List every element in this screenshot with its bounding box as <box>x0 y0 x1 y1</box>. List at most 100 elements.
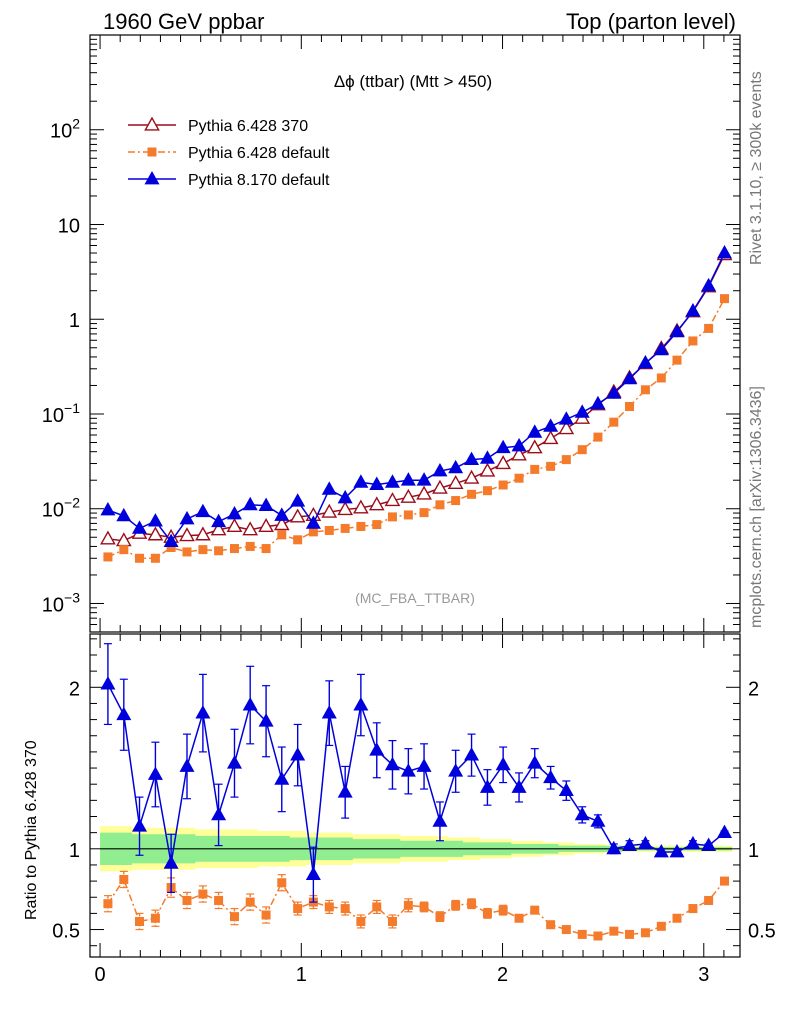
ratio-point-p6_default <box>720 876 730 886</box>
main-point-p6_default <box>482 486 492 496</box>
main-point-p8 <box>163 533 179 547</box>
main-point-p6_370 <box>511 446 527 461</box>
ratio-y-axis-label: Ratio to Pythia 6.428 370 <box>23 740 40 920</box>
main-point-p8 <box>416 472 432 486</box>
ratio-x-tick-label: 0 <box>94 964 105 986</box>
main-point-p8 <box>290 493 306 507</box>
main-y-tick-label: 10−2 <box>42 495 80 522</box>
legend-label-p6_370: Pythia 6.428 370 <box>188 118 308 135</box>
main-point-p6_default <box>277 530 287 540</box>
main-point-p8 <box>400 472 416 486</box>
ratio-point-p6_default <box>672 913 682 923</box>
main-point-p8 <box>495 439 511 454</box>
ratio-point-p8 <box>558 782 574 797</box>
main-point-p6_370 <box>210 521 227 536</box>
main-point-p6_370 <box>400 488 417 503</box>
ratio-y-tick-label: 2 <box>69 678 80 700</box>
main-point-p8 <box>543 418 559 432</box>
main-point-p6_370 <box>353 499 369 514</box>
ratio-point-p8 <box>432 813 448 827</box>
ratio-point-p6_default <box>293 904 303 914</box>
main-point-p8 <box>337 489 353 504</box>
main-point-p6_default <box>593 432 603 442</box>
main-point-p6_default <box>261 544 271 554</box>
ratio-point-p8 <box>384 756 400 771</box>
ratio-point-p6_default <box>609 926 619 936</box>
ratio-point-p6_default <box>514 913 524 923</box>
ratio-point-p6_default <box>277 878 287 888</box>
ratio-point-p6_default <box>150 913 160 923</box>
main-point-p8 <box>195 503 211 518</box>
main-point-p8 <box>258 497 274 511</box>
main-point-p8 <box>147 513 163 527</box>
main-point-p8 <box>321 481 337 495</box>
main-point-p8 <box>717 244 733 259</box>
ratio-point-p6_default <box>704 895 714 905</box>
main-point-p6_370 <box>558 420 575 435</box>
ratio-point-p6_default <box>261 910 271 920</box>
ratio-point-p6_default <box>435 912 445 922</box>
watermark: (MC_FBA_TTBAR) <box>355 590 475 606</box>
side-label-mcplots: mcplots.cern.ch [arXiv:1306.3436] <box>748 386 765 628</box>
ratio-point-p8 <box>574 806 590 821</box>
ratio-point-p6_default <box>245 897 255 907</box>
main-point-p6_default <box>530 464 540 474</box>
main-point-p8 <box>669 323 685 338</box>
main-point-p6_default <box>150 553 160 563</box>
main-point-p8 <box>653 341 669 356</box>
legend-marker-p8 <box>144 170 160 185</box>
main-point-p6_default <box>387 512 397 522</box>
main-point-p6_default <box>609 417 619 427</box>
main-point-p6_default <box>293 535 303 545</box>
legend-label-p6_default: Pythia 6.428 default <box>188 145 330 162</box>
ratio-point-p8 <box>701 837 717 851</box>
ratio-point-p6_default <box>356 916 366 926</box>
main-point-p8 <box>274 507 290 521</box>
ratio-y-tick-label-right: 2 <box>748 678 759 700</box>
ratio-point-p6_default <box>229 912 239 922</box>
ratio-point-p8 <box>606 840 622 855</box>
ratio-point-p6_default <box>593 931 603 941</box>
header-left: 1960 GeV ppbar <box>103 9 264 34</box>
main-point-p6_default <box>704 323 714 333</box>
ratio-point-p8 <box>479 779 495 793</box>
main-point-p8 <box>305 515 321 529</box>
main-point-p6_default <box>403 510 413 520</box>
ratio-point-p8 <box>590 813 606 827</box>
main-point-p8 <box>574 404 590 418</box>
main-point-p6_default <box>198 545 208 555</box>
ratio-point-p6_default <box>403 900 413 910</box>
ratio-point-p8 <box>274 771 290 785</box>
main-point-p6_default <box>435 500 445 510</box>
ratio-point-p8 <box>653 844 669 858</box>
main-y-tick-label: 1 <box>69 310 80 332</box>
main-y-tick-label: 10−3 <box>42 589 80 616</box>
main-point-p8 <box>527 424 543 438</box>
ratio-point-p6_default <box>419 902 429 912</box>
main-point-p6_default <box>625 401 635 411</box>
main-point-p6_370 <box>242 521 259 536</box>
main-series-line-p8 <box>107 252 726 543</box>
main-point-p8 <box>242 496 258 511</box>
ratio-point-p8 <box>353 697 369 711</box>
ratio-point-p6_default <box>656 921 666 931</box>
main-point-p8 <box>558 411 574 425</box>
ratio-point-p6_default <box>640 928 650 938</box>
ratio-point-p8 <box>511 779 527 793</box>
main-point-p6_default <box>166 542 176 552</box>
main-point-p6_default <box>340 523 350 533</box>
ratio-point-p8 <box>717 824 733 839</box>
main-point-p6_370 <box>147 526 164 541</box>
legend: Pythia 6.428 370 Pythia 6.428 default Pyth… <box>128 116 330 189</box>
main-point-p6_default <box>498 480 508 490</box>
main-point-p6_370 <box>463 469 480 484</box>
ratio-point-p6_default <box>530 905 540 915</box>
main-point-p8 <box>100 501 116 516</box>
main-panel: 10−3 10−2 10−1 1 10 102 <box>42 34 741 633</box>
ratio-point-p6_default <box>372 902 382 912</box>
main-point-p6_370 <box>258 518 274 533</box>
ratio-point-p6_default <box>387 916 397 926</box>
ratio-point-p8 <box>669 844 685 858</box>
main-point-p6_default <box>324 525 334 535</box>
